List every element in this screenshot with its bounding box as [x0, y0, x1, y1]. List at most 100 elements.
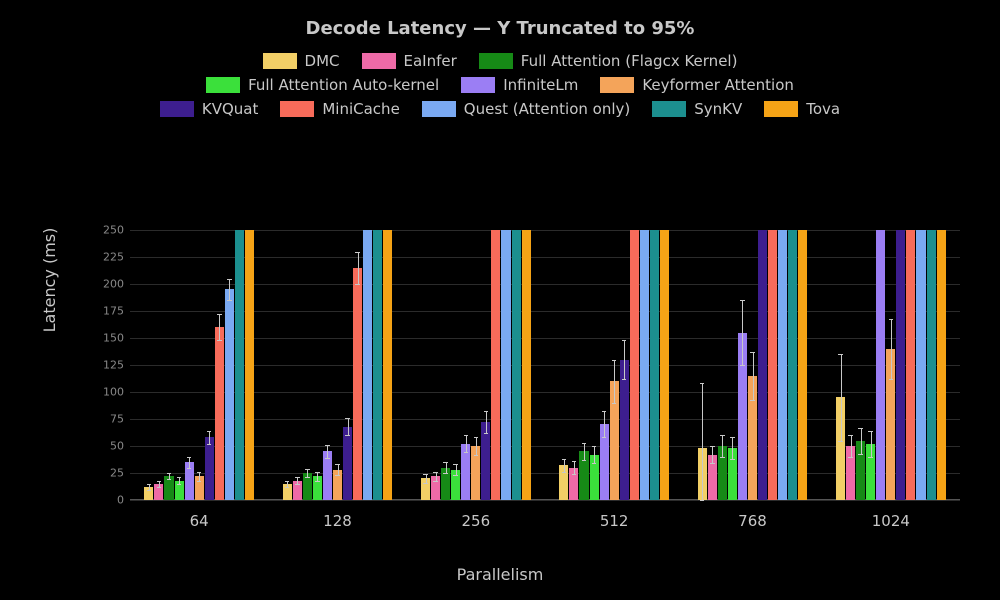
error-cap	[285, 481, 290, 482]
error-cap	[423, 474, 428, 475]
error-bar	[891, 319, 892, 379]
figure: Decode Latency — Y Truncated to 95% DMCE…	[0, 0, 1000, 600]
error-bar	[871, 431, 872, 457]
bar	[620, 360, 629, 500]
error-cap	[612, 360, 617, 361]
error-bar	[307, 469, 308, 478]
error-bar	[861, 428, 862, 454]
error-cap	[889, 379, 894, 380]
gridline	[130, 311, 960, 312]
bar	[343, 427, 352, 500]
bar	[245, 230, 254, 500]
bar	[660, 230, 669, 500]
legend-swatch	[280, 101, 314, 117]
error-cap	[187, 468, 192, 469]
error-cap	[562, 459, 567, 460]
error-cap	[720, 435, 725, 436]
legend-item: Full Attention Auto-kernel	[206, 76, 439, 94]
error-cap	[730, 437, 735, 438]
y-tick-label: 50	[110, 440, 130, 453]
bar	[937, 230, 946, 500]
plot-area: 0255075100125150175200225250641282565127…	[130, 230, 960, 500]
error-cap	[453, 464, 458, 465]
x-tick-label: 1024	[872, 512, 910, 530]
x-tick-label: 768	[738, 512, 767, 530]
error-cap	[602, 411, 607, 412]
legend-swatch	[362, 53, 396, 69]
error-cap	[177, 484, 182, 485]
legend-swatch	[263, 53, 297, 69]
error-bar	[753, 352, 754, 400]
y-tick-label: 150	[103, 332, 130, 345]
error-cap	[187, 457, 192, 458]
error-cap	[858, 428, 863, 429]
error-cap	[227, 300, 232, 301]
error-cap	[592, 463, 597, 464]
error-cap	[700, 383, 705, 384]
x-tick-label: 512	[600, 512, 629, 530]
error-bar	[742, 300, 743, 365]
error-cap	[157, 481, 162, 482]
error-cap	[335, 475, 340, 476]
error-cap	[730, 459, 735, 460]
error-cap	[572, 474, 577, 475]
legend-item: SynKV	[652, 100, 742, 118]
legend-item: MiniCache	[280, 100, 399, 118]
error-cap	[582, 460, 587, 461]
bar	[798, 230, 807, 500]
error-cap	[197, 481, 202, 482]
error-cap	[147, 490, 152, 491]
error-cap	[474, 437, 479, 438]
error-bar	[338, 464, 339, 475]
gridline	[130, 500, 960, 501]
error-bar	[317, 472, 318, 481]
error-cap	[345, 418, 350, 419]
error-cap	[602, 437, 607, 438]
error-cap	[295, 477, 300, 478]
y-tick-label: 225	[103, 251, 130, 264]
error-bar	[426, 474, 427, 483]
bar	[373, 230, 382, 500]
error-bar	[584, 443, 585, 460]
error-cap	[453, 475, 458, 476]
bar	[927, 230, 936, 500]
bar	[768, 230, 777, 500]
legend-swatch	[206, 77, 240, 93]
error-cap	[285, 487, 290, 488]
y-tick-label: 175	[103, 305, 130, 318]
error-cap	[720, 457, 725, 458]
error-bar	[702, 383, 703, 500]
error-bar	[327, 445, 328, 458]
error-bar	[614, 360, 615, 403]
bar	[383, 230, 392, 500]
error-bar	[574, 461, 575, 474]
error-bar	[199, 472, 200, 481]
legend-item: Full Attention (Flagcx Kernel)	[479, 52, 738, 70]
legend-label: Tova	[806, 100, 840, 118]
error-cap	[700, 500, 705, 501]
error-cap	[572, 461, 577, 462]
legend-item: InfiniteLm	[461, 76, 578, 94]
chart-title: Decode Latency — Y Truncated to 95%	[0, 18, 1000, 39]
error-cap	[838, 354, 843, 355]
error-cap	[423, 483, 428, 484]
bar	[215, 327, 224, 500]
legend-swatch	[479, 53, 513, 69]
error-cap	[305, 469, 310, 470]
error-cap	[355, 284, 360, 285]
gridline	[130, 365, 960, 366]
legend-label: Keyformer Attention	[642, 76, 794, 94]
error-cap	[622, 379, 627, 380]
error-bar	[446, 462, 447, 473]
error-cap	[838, 441, 843, 442]
bar	[906, 230, 915, 500]
bar	[876, 230, 885, 500]
legend-swatch	[652, 101, 686, 117]
bar	[788, 230, 797, 500]
x-axis-label: Parallelism	[0, 565, 1000, 584]
error-cap	[848, 457, 853, 458]
error-cap	[484, 433, 489, 434]
legend-swatch	[422, 101, 456, 117]
bar	[640, 230, 649, 500]
error-cap	[217, 314, 222, 315]
